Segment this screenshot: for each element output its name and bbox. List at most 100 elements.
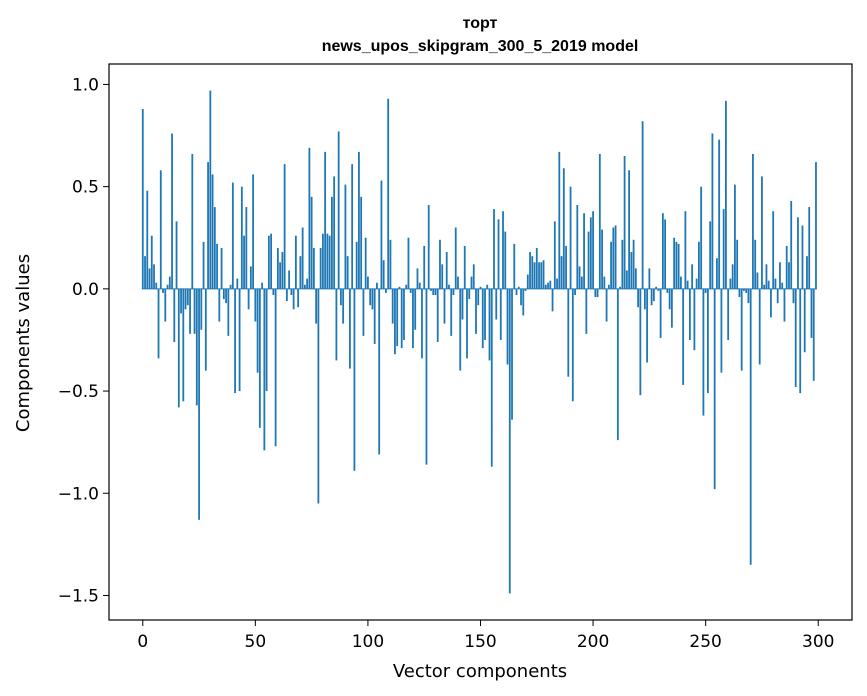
bar <box>301 227 304 289</box>
bar <box>704 288 707 293</box>
bar <box>535 247 538 289</box>
bar <box>652 288 655 302</box>
bar <box>418 282 421 289</box>
bar <box>718 139 721 289</box>
bar <box>177 288 180 408</box>
bar <box>812 288 815 381</box>
bar <box>200 288 203 330</box>
bar <box>238 288 241 392</box>
bar <box>803 288 806 353</box>
bar <box>576 205 579 289</box>
bar <box>607 284 610 289</box>
bar <box>213 207 216 289</box>
bar <box>657 288 660 291</box>
bar <box>186 288 189 306</box>
bar <box>697 241 700 289</box>
bar <box>155 282 158 289</box>
bar <box>700 186 703 289</box>
bar <box>396 288 399 347</box>
bar <box>695 278 698 289</box>
bar <box>506 288 509 365</box>
bar <box>515 288 518 295</box>
bar <box>499 288 502 340</box>
x-tick-label: 100 <box>352 632 384 652</box>
bar <box>162 288 164 293</box>
bar <box>245 207 248 289</box>
bar <box>220 247 223 289</box>
bar <box>349 288 351 369</box>
bar <box>389 239 392 289</box>
bar <box>650 288 653 306</box>
bar <box>508 288 511 594</box>
bar <box>164 288 167 322</box>
bar <box>150 235 153 289</box>
bar <box>168 276 171 289</box>
bar <box>684 211 687 289</box>
bar <box>247 288 250 310</box>
bar <box>252 174 254 289</box>
bar <box>713 288 716 490</box>
bar <box>299 256 302 289</box>
bar <box>276 247 279 289</box>
bar <box>369 288 372 306</box>
bar <box>351 164 354 289</box>
bar <box>731 264 734 289</box>
bar <box>806 256 808 289</box>
bar <box>673 237 676 289</box>
bar <box>763 284 766 289</box>
bar <box>204 288 207 371</box>
bar <box>434 288 437 295</box>
bar <box>603 276 606 289</box>
bar <box>529 252 531 289</box>
bar <box>227 288 230 336</box>
bar <box>398 286 401 289</box>
bar <box>616 288 619 441</box>
bar <box>153 264 155 289</box>
bar <box>734 184 736 289</box>
bar <box>382 260 385 289</box>
bar <box>256 288 259 373</box>
bar-series <box>141 90 817 594</box>
bar <box>337 131 340 289</box>
bar <box>380 180 383 289</box>
bar <box>619 286 621 289</box>
bar <box>317 288 320 504</box>
bar <box>767 280 770 289</box>
bar <box>450 288 453 336</box>
bar <box>797 217 799 289</box>
bar <box>605 288 608 322</box>
bar <box>538 262 540 289</box>
bar <box>452 288 455 295</box>
bar <box>321 233 324 289</box>
bar <box>504 231 507 289</box>
bar <box>308 147 311 289</box>
bar <box>475 288 477 334</box>
bar <box>524 288 527 291</box>
bar <box>682 288 685 385</box>
bar <box>144 256 146 289</box>
bar <box>416 268 419 289</box>
bar <box>436 288 439 342</box>
bar <box>779 262 781 289</box>
bar <box>659 288 662 338</box>
bar <box>486 284 489 289</box>
bar <box>141 108 144 289</box>
bar <box>312 247 315 289</box>
bar <box>743 288 745 291</box>
bar <box>810 288 813 338</box>
bar <box>391 288 394 324</box>
bar <box>218 288 221 322</box>
bar <box>540 262 543 289</box>
bar <box>567 288 570 377</box>
bar <box>632 239 635 289</box>
bar <box>198 288 200 520</box>
bar <box>254 288 257 322</box>
bar <box>358 151 360 289</box>
bar <box>571 288 574 402</box>
bar <box>180 288 182 314</box>
bar <box>598 153 601 289</box>
bar <box>229 284 232 289</box>
bar <box>745 288 748 293</box>
bar <box>754 239 757 289</box>
bar <box>612 227 615 289</box>
